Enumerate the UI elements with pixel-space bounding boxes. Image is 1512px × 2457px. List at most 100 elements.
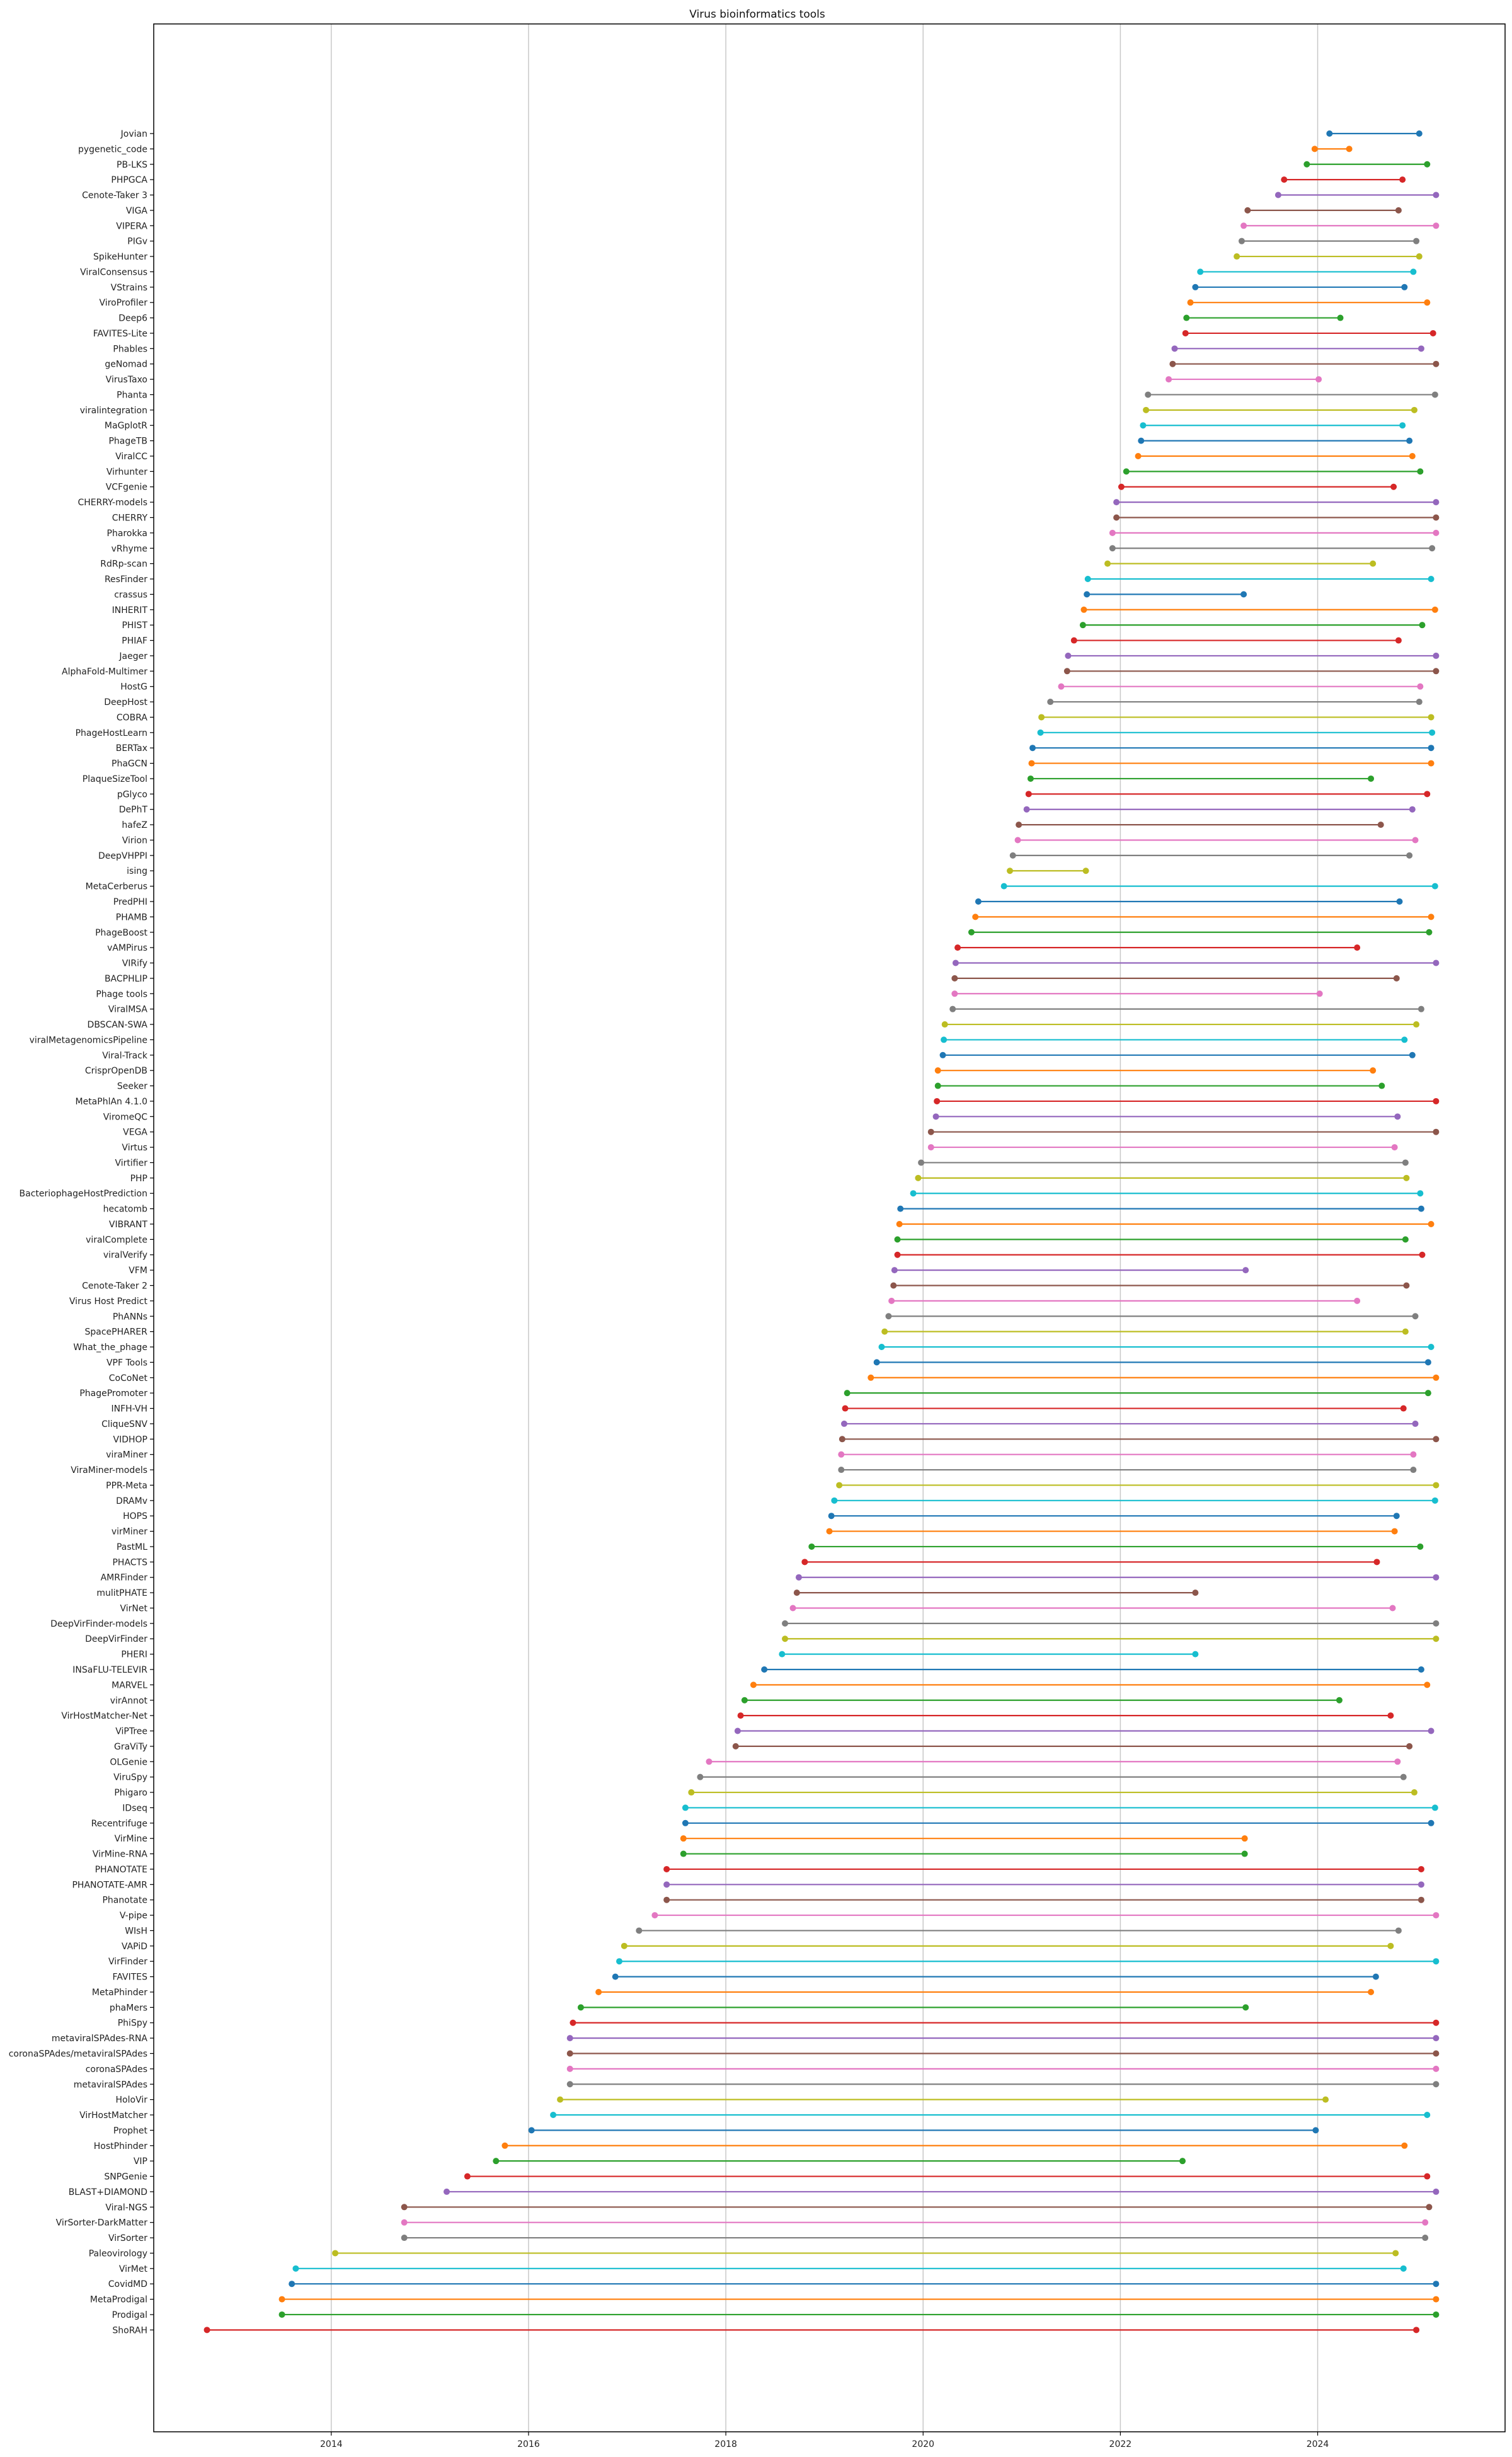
start-dot: [941, 1036, 948, 1043]
y-tick-label: PHANOTATE-AMR: [72, 1880, 147, 1890]
y-tick-label: VIGA: [126, 206, 148, 216]
end-dot: [1433, 959, 1440, 966]
y-tick-label: Phigaro: [114, 1788, 147, 1798]
start-dot: [844, 1390, 850, 1397]
end-dot: [1400, 1405, 1407, 1412]
y-tick-label: Recentrifuge: [91, 1819, 147, 1829]
start-dot: [1038, 714, 1045, 721]
end-dot: [1409, 452, 1416, 459]
y-tick-label: DePhT: [119, 805, 148, 815]
start-dot: [934, 1097, 941, 1104]
start-dot: [682, 1804, 689, 1811]
end-dot: [1373, 1559, 1380, 1566]
end-dot: [1433, 2035, 1440, 2042]
y-tick-label: PPR-Meta: [106, 1480, 147, 1491]
y-tick-label: hecatomb: [103, 1205, 147, 1215]
start-dot: [927, 1144, 934, 1151]
end-dot: [1431, 606, 1438, 613]
end-dot: [1403, 1282, 1410, 1289]
start-dot: [896, 1220, 903, 1227]
y-tick-label: ViromeQC: [103, 1112, 147, 1122]
y-tick-label: PHAMB: [116, 912, 147, 922]
end-dot: [1387, 1942, 1394, 1949]
y-tick-label: phaMers: [110, 2003, 147, 2013]
end-dot: [1409, 806, 1416, 813]
y-tick-label: VIBRANT: [109, 1220, 148, 1230]
y-tick-label: VirusTaxo: [106, 375, 147, 385]
y-tick-label: PHP: [130, 1174, 147, 1184]
end-dot: [1179, 2158, 1186, 2165]
y-tick-label: GraViTy: [114, 1742, 147, 1752]
start-dot: [1025, 791, 1032, 798]
y-tick-label: VPF Tools: [106, 1358, 147, 1368]
start-dot: [682, 1819, 689, 1826]
y-tick-label: What_the_phage: [73, 1343, 147, 1353]
y-tick-label: Deep6: [118, 314, 147, 324]
y-tick-label: PHPGCA: [111, 175, 147, 185]
start-dot: [1187, 299, 1194, 306]
start-dot: [557, 2096, 564, 2103]
y-tick-label: BACPHLIP: [105, 974, 147, 984]
y-tick-label: PhiSpy: [118, 2019, 147, 2029]
y-tick-label: PhaGCN: [112, 759, 147, 769]
y-tick-label: VIPERA: [116, 221, 147, 231]
end-dot: [1433, 2296, 1440, 2303]
end-dot: [1390, 483, 1397, 490]
end-dot: [1354, 1297, 1361, 1304]
y-tick-label: PB-LKS: [117, 160, 147, 170]
start-dot: [881, 1328, 888, 1335]
start-dot: [1182, 329, 1189, 336]
x-tick-label: 2016: [517, 2439, 540, 2449]
x-tick-label: 2014: [320, 2439, 343, 2449]
start-dot: [1028, 760, 1035, 767]
y-tick-label: HostPhinder: [94, 2141, 147, 2151]
end-dot: [1431, 883, 1438, 890]
y-tick-label: CliqueSNV: [101, 1419, 147, 1429]
end-dot: [1403, 1174, 1410, 1181]
end-dot: [1424, 791, 1431, 798]
end-dot: [1387, 1712, 1394, 1719]
end-dot: [1400, 1773, 1407, 1780]
y-tick-label: viralMetagenomicsPipeline: [30, 1035, 147, 1045]
start-dot: [972, 914, 979, 920]
end-dot: [1411, 1789, 1418, 1796]
y-tick-label: VirSorter: [108, 2233, 147, 2243]
start-dot: [789, 1605, 796, 1612]
y-tick-label: MaGplotR: [105, 421, 147, 431]
start-dot: [968, 929, 975, 936]
end-dot: [1395, 1927, 1402, 1934]
start-dot: [292, 2265, 299, 2272]
y-tick-label: Jovian: [120, 129, 147, 139]
start-dot: [663, 1896, 670, 1903]
start-dot: [826, 1528, 833, 1535]
start-dot: [761, 1666, 768, 1673]
start-dot: [1145, 391, 1152, 398]
x-tick-label: 2018: [714, 2439, 737, 2449]
end-dot: [1433, 2050, 1440, 2057]
y-tick-label: CrisprOpenDB: [85, 1066, 147, 1076]
end-dot: [1402, 1328, 1409, 1335]
end-dot: [1433, 499, 1440, 506]
y-tick-label: Virus Host Predict: [69, 1297, 148, 1307]
y-tick-label: viraMiner: [106, 1450, 147, 1460]
end-dot: [1368, 775, 1375, 782]
y-tick-label: CHERRY-models: [77, 498, 147, 508]
end-dot: [1416, 130, 1423, 137]
start-dot: [1027, 775, 1034, 782]
y-tick-label: SpikeHunter: [93, 252, 147, 262]
end-dot: [1419, 622, 1426, 629]
start-dot: [1080, 606, 1087, 613]
y-tick-label: VEGA: [123, 1128, 147, 1138]
start-dot: [616, 1958, 623, 1965]
end-dot: [1378, 1082, 1385, 1089]
start-dot: [842, 1405, 849, 1412]
start-dot: [737, 1712, 744, 1719]
y-tick-label: ShoRAH: [112, 2325, 147, 2335]
end-dot: [1418, 1005, 1424, 1012]
y-tick-label: BLAST+DIAMOND: [69, 2187, 147, 2197]
y-tick-label: VirHostMatcher-Net: [61, 1711, 147, 1721]
y-tick-label: coronaSPAdes: [86, 2065, 147, 2075]
y-tick-label: Pharokka: [107, 529, 147, 539]
end-dot: [1413, 2327, 1420, 2334]
